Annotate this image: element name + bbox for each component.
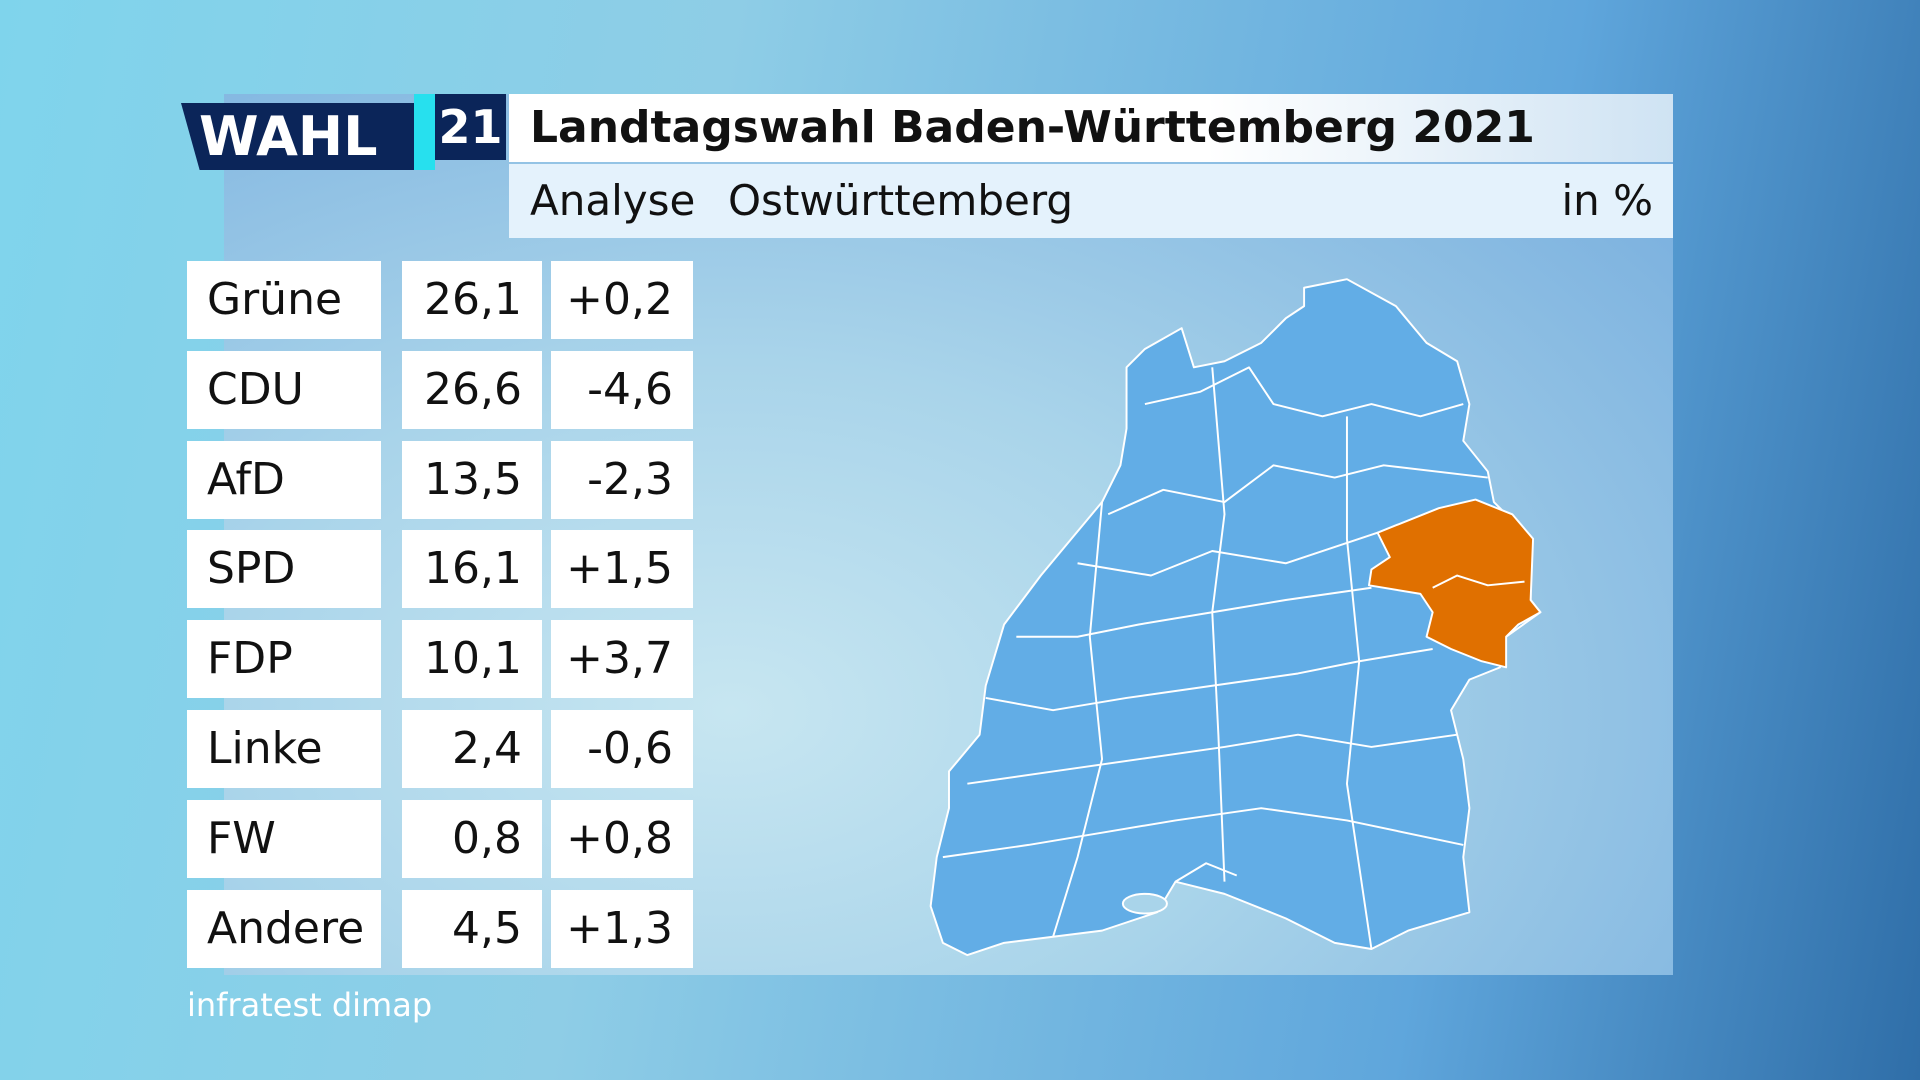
lake: [1121, 892, 1168, 915]
party-name: Linke: [187, 710, 381, 788]
subtitle-region: Ostwürttemberg: [728, 176, 1074, 225]
vote-share: 16,1: [402, 530, 542, 609]
logo-number: 21: [435, 94, 506, 160]
vote-change: +3,7: [551, 620, 693, 699]
vote-change: +1,5: [551, 530, 693, 609]
party-name: FW: [187, 799, 381, 878]
party-name: Andere: [187, 889, 381, 968]
highlight-region: [1368, 498, 1542, 669]
party-name: SPD: [187, 530, 381, 609]
unit: in %: [1561, 176, 1653, 225]
vote-share: 2,4: [402, 710, 542, 788]
title: Landtagswahl Baden-Württemberg 2021: [530, 102, 1535, 153]
party-name: AfD: [187, 440, 381, 519]
vote-change: +0,2: [551, 261, 693, 339]
vote-share: 10,1: [402, 620, 542, 699]
party-name: FDP: [187, 620, 381, 699]
vote-share: 4,5: [402, 889, 542, 968]
logo-text: WAHL: [181, 103, 414, 170]
vote-share: 13,5: [402, 440, 542, 519]
district-borders: [942, 366, 1488, 950]
vote-share: 0,8: [402, 799, 542, 878]
logo-accent: [414, 94, 435, 170]
vote-change: -0,6: [551, 710, 693, 788]
title-bar: Landtagswahl Baden-Württemberg 2021: [509, 94, 1673, 162]
subtitle-bar: Analyse Ostwürttemberg in %: [509, 164, 1673, 238]
highlight-border: [1432, 574, 1525, 589]
party-name: CDU: [187, 350, 381, 429]
party-name: Grüne: [187, 261, 381, 339]
vote-change: -2,3: [551, 440, 693, 519]
subtitle-label: Analyse: [530, 176, 696, 225]
vote-change: +1,3: [551, 889, 693, 968]
vote-change: +0,8: [551, 799, 693, 878]
vote-share: 26,1: [402, 261, 542, 339]
vote-change: -4,6: [551, 350, 693, 429]
source: infratest dimap: [187, 986, 433, 1024]
vote-share: 26,6: [402, 350, 542, 429]
